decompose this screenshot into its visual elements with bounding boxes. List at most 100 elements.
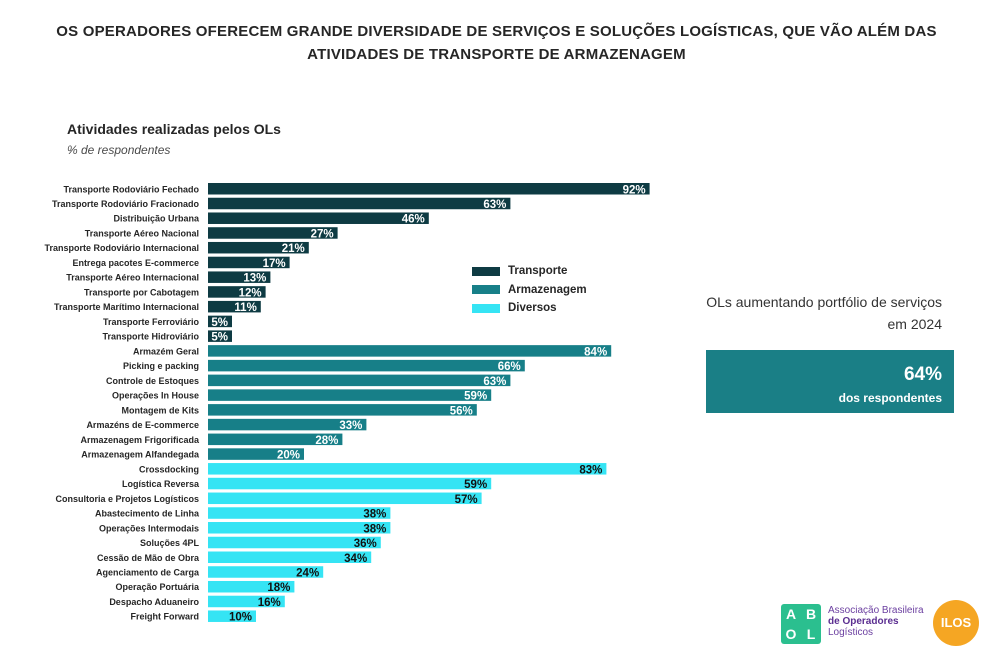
bar-row: Soluções 4PL 36% — [140, 536, 381, 550]
chart-legend: Transporte Armazenagem Diversos — [472, 262, 587, 318]
bar — [208, 595, 285, 608]
bar — [208, 300, 261, 313]
data-label: 63% — [483, 376, 506, 388]
portfolio-note: OLs aumentando portfólio de serviços em … — [706, 294, 942, 332]
bar-row: Abastecimento de Linha 38% — [95, 507, 391, 521]
category-label: Controle de Estoques — [106, 376, 199, 386]
bar-row: Transporte Ferroviário 5% — [103, 315, 232, 329]
bar-row: Transporte Hidroviário 5% — [102, 330, 232, 344]
abol-letter: B — [805, 606, 817, 622]
abol-name-line2: de Operadores — [828, 616, 899, 627]
category-label: Despacho Aduaneiro — [109, 597, 199, 607]
data-label: 18% — [267, 582, 290, 594]
bar-row: Transporte por Cabotagem 12% — [84, 286, 266, 299]
category-label: Transporte Ferroviário — [103, 317, 200, 327]
category-label: Transporte Aéreo Internacional — [66, 273, 199, 283]
bar — [208, 271, 271, 283]
bar — [208, 374, 511, 387]
bar-row: Operações In House 59% — [112, 389, 492, 403]
category-label: Transporte Aéreo Nacional — [85, 228, 199, 238]
category-label: Distribuição Urbana — [113, 214, 200, 224]
category-label: Freight Forward — [130, 612, 199, 622]
data-label: 5% — [211, 332, 228, 344]
bar — [208, 286, 266, 298]
data-label: 59% — [464, 479, 487, 491]
bar — [208, 359, 525, 372]
data-label: 34% — [344, 553, 367, 565]
data-label: 84% — [584, 346, 607, 358]
legend-swatch-transporte — [472, 266, 500, 276]
data-label: 36% — [354, 538, 377, 550]
category-label: Cessão de Mão de Obra — [97, 553, 200, 563]
data-label: 38% — [363, 509, 386, 521]
data-label: 20% — [277, 450, 300, 462]
bar — [208, 477, 492, 490]
data-label: 27% — [311, 228, 334, 240]
bar — [208, 492, 482, 505]
bar-row: Agenciamento de Carga 24% — [96, 566, 324, 579]
category-label: Logística Reversa — [122, 479, 200, 489]
bar — [208, 197, 511, 210]
chart-subtitle: % de respondentes — [67, 143, 171, 157]
category-label: Crossdocking — [139, 464, 199, 474]
abol-letter: O — [785, 626, 797, 642]
data-label: 13% — [243, 273, 266, 285]
category-label: Transporte Hidroviário — [102, 332, 199, 342]
bar-row: Logística Reversa 59% — [122, 477, 492, 491]
abol-letter: A — [785, 606, 797, 622]
bar-row: Transporte Rodoviário Fracionado 63% — [52, 197, 511, 211]
kpi-label: dos respondentes — [838, 391, 942, 405]
data-label: 66% — [498, 361, 521, 373]
data-label: 63% — [483, 199, 506, 211]
data-label: 21% — [282, 243, 305, 255]
legend-swatch-armazenagem — [472, 285, 500, 294]
kpi-value: 64% — [903, 364, 942, 385]
data-label: 11% — [234, 302, 256, 314]
bar-row: Transporte Aéreo Nacional 27% — [85, 227, 338, 240]
bar-row: Picking e packing 66% — [123, 359, 525, 373]
bar-row: Armazém Geral 84% — [133, 345, 612, 358]
data-label: 5% — [211, 317, 228, 329]
bar — [208, 536, 381, 549]
bar — [208, 463, 607, 475]
abol-name: Associação Brasileira de Operadores Logí… — [828, 605, 924, 638]
bar — [208, 566, 324, 578]
bar — [208, 227, 338, 239]
bar-row: Controle de Estoques 63% — [106, 374, 511, 388]
category-label: Armazéns de E-commerce — [86, 420, 199, 430]
bar — [208, 241, 309, 254]
category-label: Armazenagem Frigorificada — [80, 435, 200, 445]
data-label: 38% — [363, 523, 386, 535]
bar-row: Montagem de Kits 56% — [121, 404, 477, 417]
legend-label-transporte: Transporte — [508, 265, 568, 277]
category-label: Picking e packing — [123, 361, 199, 371]
category-label: Transporte Rodoviário Internacional — [44, 243, 199, 253]
bar — [208, 448, 304, 460]
bar — [208, 433, 343, 446]
bar — [208, 507, 391, 519]
bar-row: Distribuição Urbana 46% — [113, 212, 429, 226]
category-label: Entrega pacotes E-commerce — [72, 258, 199, 268]
data-label: 46% — [402, 214, 425, 226]
kpi-box: 64% dos respondentes — [706, 350, 954, 413]
bar — [208, 183, 650, 195]
bar — [208, 580, 295, 593]
category-label: Abastecimento de Linha — [95, 509, 200, 519]
bar-row: Freight Forward 10% — [130, 610, 256, 624]
legend-swatch-diversos — [472, 303, 500, 313]
data-label: 17% — [263, 258, 286, 270]
abol-logo: A B O L — [781, 604, 821, 644]
category-label: Armazém Geral — [133, 346, 199, 356]
bar — [208, 610, 256, 622]
bar — [208, 404, 477, 416]
bar-row: Transporte Aéreo Internacional 13% — [66, 271, 271, 285]
category-label: Soluções 4PL — [140, 538, 200, 548]
bar-row: Armazenagem Frigorificada 28% — [80, 433, 343, 447]
legend-label-diversos: Diversos — [508, 302, 557, 314]
data-label: 57% — [455, 494, 478, 506]
bar — [208, 389, 492, 401]
data-label: 16% — [258, 597, 281, 609]
bar-row: Operação Portuária 18% — [115, 580, 295, 594]
ilos-logo: ILOS — [933, 600, 979, 646]
